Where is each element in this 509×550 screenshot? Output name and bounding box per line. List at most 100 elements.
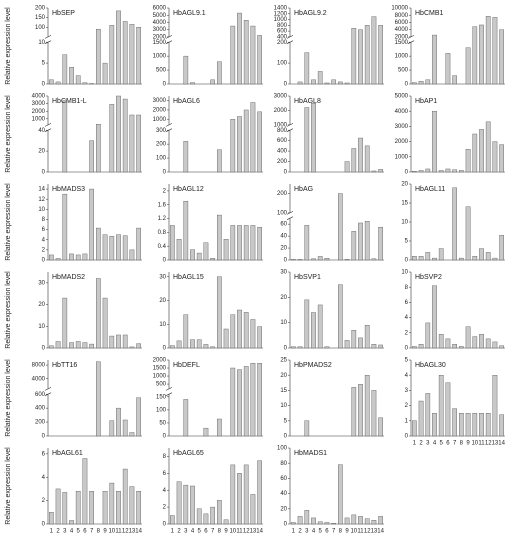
bar	[432, 110, 437, 173]
bar	[459, 346, 464, 349]
x-tick-label: 1	[413, 441, 417, 447]
y-tick-label: 8	[42, 217, 46, 223]
bar	[55, 488, 61, 525]
bar	[492, 341, 498, 349]
bar	[75, 254, 81, 261]
bar	[304, 299, 310, 349]
bar	[122, 419, 128, 437]
y-tick-label: 1000	[395, 154, 409, 160]
y-tick-label: 10	[38, 207, 45, 213]
bar	[371, 258, 377, 261]
bar	[257, 326, 262, 349]
bar	[432, 285, 437, 349]
bar	[344, 82, 350, 85]
y-tick-label: 20	[280, 373, 287, 379]
y-tick-label: 0	[163, 522, 167, 528]
bar	[190, 485, 195, 525]
y-tick-label: 3000	[274, 94, 288, 100]
bar	[425, 322, 431, 349]
bar	[116, 334, 121, 349]
bar	[257, 460, 262, 525]
chart-title: HbSVP1	[294, 274, 321, 281]
x-tick-label: 10	[471, 441, 478, 447]
y-tick-label: 20	[280, 506, 287, 512]
bar	[418, 81, 424, 85]
axis-break	[45, 36, 51, 43]
bar	[257, 226, 262, 261]
bar	[223, 239, 229, 261]
bar	[324, 258, 330, 261]
bar	[425, 252, 431, 261]
x-tick-label: 13	[371, 529, 378, 535]
bar	[210, 346, 215, 349]
y-tick-label: 1500	[153, 40, 167, 46]
y-tick-label: 0	[163, 258, 167, 264]
y-tick-label: 0	[163, 170, 167, 176]
bar	[465, 206, 471, 261]
bar	[371, 390, 377, 437]
bar	[109, 25, 115, 85]
y-tick-label: 0	[405, 258, 409, 264]
y-tick-label: 2000	[395, 34, 409, 40]
y-tick-label: 8000	[395, 13, 409, 19]
x-tick-label: 2	[419, 441, 423, 447]
y-axis-label: Relative expression level	[5, 359, 12, 437]
bar	[217, 276, 222, 349]
y-tick-label: 1500	[395, 40, 409, 46]
bar	[210, 506, 215, 525]
bar	[122, 98, 128, 173]
bar	[55, 258, 61, 261]
bar	[492, 257, 498, 261]
bar	[109, 482, 115, 525]
bar	[452, 344, 457, 349]
bar	[479, 413, 484, 437]
bar	[69, 253, 74, 261]
chart-title: HbMADS2	[52, 274, 85, 281]
bar	[243, 225, 249, 261]
bar	[49, 345, 54, 349]
bar	[89, 140, 94, 173]
y-tick-label: 1	[405, 418, 409, 424]
bar	[459, 170, 464, 173]
bar	[136, 343, 141, 349]
x-tick-label: 14	[256, 529, 263, 535]
bar	[102, 297, 108, 349]
bar	[109, 420, 115, 437]
bar	[136, 27, 141, 85]
bar	[344, 517, 350, 525]
bar	[62, 54, 68, 85]
x-tick-label: 13	[129, 529, 136, 535]
bar	[116, 407, 121, 437]
x-tick-label: 9	[103, 529, 107, 535]
bar	[499, 414, 504, 437]
x-tick-label: 11	[236, 529, 243, 535]
bar	[176, 481, 182, 525]
bar	[102, 491, 108, 525]
y-tick-label: 800	[277, 128, 288, 134]
y-tick-label: 150	[35, 15, 46, 21]
y-tick-label: 100	[35, 25, 46, 31]
y-tick-label: 0.4	[158, 244, 167, 250]
axis-break	[287, 36, 293, 43]
x-tick-label: 13	[492, 441, 499, 447]
y-tick-label: 2000	[32, 109, 46, 115]
bar	[82, 342, 88, 349]
y-tick-label: 4	[405, 373, 409, 379]
bar	[472, 256, 478, 261]
bar	[96, 278, 101, 349]
x-tick-label: 2	[56, 529, 60, 535]
bar	[338, 193, 343, 261]
y-tick-label: 2000	[153, 108, 167, 114]
y-tick-label: 0	[284, 82, 288, 88]
y-tick-label: 200	[35, 420, 46, 426]
bar	[297, 346, 303, 349]
bar	[331, 523, 336, 525]
y-tick-label: 20	[159, 298, 166, 304]
chart-title: HbAGL15	[173, 274, 204, 281]
bar	[129, 432, 135, 437]
y-tick-label: 150	[156, 394, 167, 400]
bar	[304, 510, 310, 525]
bar	[364, 518, 370, 525]
y-tick-label: 30	[159, 274, 166, 280]
